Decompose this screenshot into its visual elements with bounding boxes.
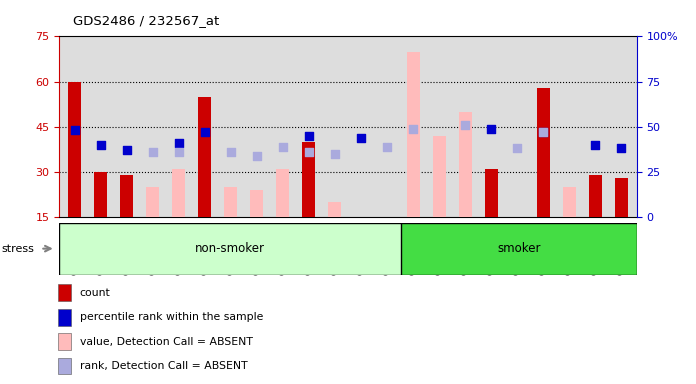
Bar	[94, 172, 107, 217]
Point	[173, 149, 184, 155]
Point	[121, 147, 132, 153]
Bar	[406, 51, 420, 217]
Point	[486, 126, 497, 132]
Point	[95, 142, 106, 148]
Bar	[251, 190, 263, 217]
Text: value, Detection Call = ABSENT: value, Detection Call = ABSENT	[79, 336, 253, 346]
Point	[512, 145, 523, 151]
Point	[303, 133, 315, 139]
Bar	[400, 223, 637, 275]
Bar	[146, 187, 159, 217]
Bar	[589, 175, 602, 217]
Point	[199, 129, 210, 135]
Bar	[173, 169, 185, 217]
Bar	[198, 97, 212, 217]
Point	[356, 134, 367, 141]
Bar	[459, 112, 472, 217]
Point	[251, 152, 262, 159]
Bar	[58, 309, 71, 326]
Bar	[120, 175, 134, 217]
Text: stress: stress	[1, 243, 34, 254]
Point	[407, 126, 418, 132]
Bar	[276, 169, 290, 217]
Bar	[224, 187, 237, 217]
Bar	[433, 136, 445, 217]
Text: count: count	[79, 288, 111, 298]
Bar	[58, 358, 71, 374]
Bar	[58, 284, 71, 301]
Point	[590, 142, 601, 148]
Bar	[68, 82, 81, 217]
Point	[278, 144, 289, 150]
Bar	[562, 187, 576, 217]
Bar	[59, 223, 400, 275]
Text: smoker: smoker	[497, 242, 540, 255]
Text: rank, Detection Call = ABSENT: rank, Detection Call = ABSENT	[79, 361, 247, 371]
Bar	[303, 142, 315, 217]
Text: non-smoker: non-smoker	[195, 242, 265, 255]
Point	[329, 151, 340, 157]
Point	[148, 149, 159, 155]
Bar	[537, 88, 550, 217]
Bar	[484, 169, 498, 217]
Bar	[329, 202, 342, 217]
Point	[303, 149, 315, 155]
Point	[173, 140, 184, 146]
Text: GDS2486 / 232567_at: GDS2486 / 232567_at	[73, 14, 219, 27]
Point	[69, 127, 80, 133]
Point	[459, 122, 470, 128]
Bar	[381, 217, 393, 238]
Point	[537, 129, 548, 135]
Point	[616, 145, 627, 151]
Point	[226, 149, 237, 155]
Point	[381, 144, 393, 150]
Bar	[615, 178, 628, 217]
Text: percentile rank within the sample: percentile rank within the sample	[79, 312, 263, 322]
Bar	[58, 333, 71, 350]
Point	[537, 129, 548, 135]
